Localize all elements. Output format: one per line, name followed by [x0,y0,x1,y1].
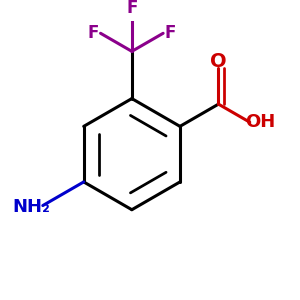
Text: F: F [88,24,99,42]
Text: OH: OH [245,113,275,131]
Text: F: F [126,0,137,17]
Text: NH₂: NH₂ [12,198,50,216]
Text: F: F [164,24,176,42]
Text: O: O [210,52,227,71]
